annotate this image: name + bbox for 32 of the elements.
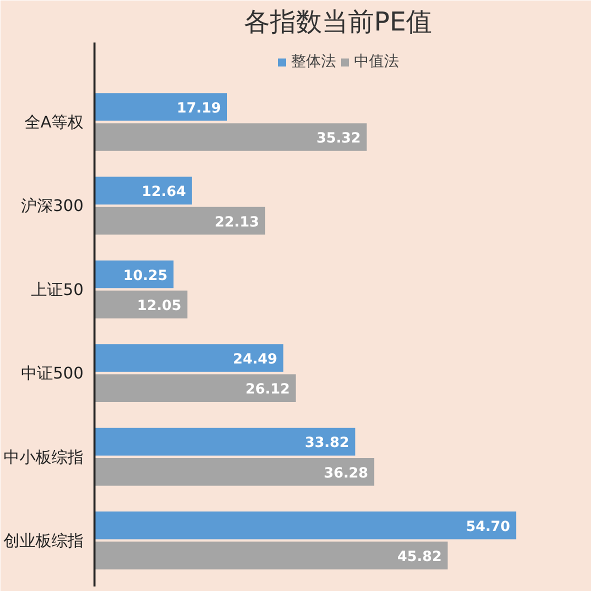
bar <box>94 176 192 204</box>
bar <box>94 344 284 372</box>
data-label: 22.13 <box>214 214 260 230</box>
data-label: 12.05 <box>137 298 182 314</box>
data-label: 54.70 <box>466 518 510 535</box>
bar <box>94 206 266 235</box>
data-label: 36.28 <box>324 465 368 482</box>
y-tick-label: 沪深300 <box>20 196 84 216</box>
y-tick-label: 上证50 <box>31 280 84 299</box>
data-label: 35.32 <box>316 130 361 147</box>
bar <box>94 512 516 540</box>
chart-title: 各指数当前PE值 <box>244 8 432 38</box>
data-label: 10.25 <box>123 268 168 284</box>
bar <box>94 428 356 456</box>
bar <box>94 93 228 121</box>
data-label: 12.64 <box>142 184 186 200</box>
bar <box>94 123 367 151</box>
data-label: 24.49 <box>232 352 278 368</box>
y-tick-label: 中小板综指 <box>4 447 84 466</box>
y-tick-label: 中证500 <box>20 364 84 383</box>
y-tick-label: 创业板综指 <box>4 530 84 550</box>
y-tick-label: 全A等权 <box>24 112 84 132</box>
data-label: 17.19 <box>176 100 222 116</box>
legend-label: 中值法 <box>354 52 399 71</box>
bar <box>94 290 188 318</box>
bar <box>94 374 296 402</box>
bar <box>94 458 374 486</box>
bar <box>94 542 448 570</box>
data-label: 26.12 <box>246 382 290 398</box>
legend-label: 整体法 <box>291 52 336 71</box>
data-label: 33.82 <box>304 435 350 452</box>
data-label: 45.82 <box>397 549 442 566</box>
